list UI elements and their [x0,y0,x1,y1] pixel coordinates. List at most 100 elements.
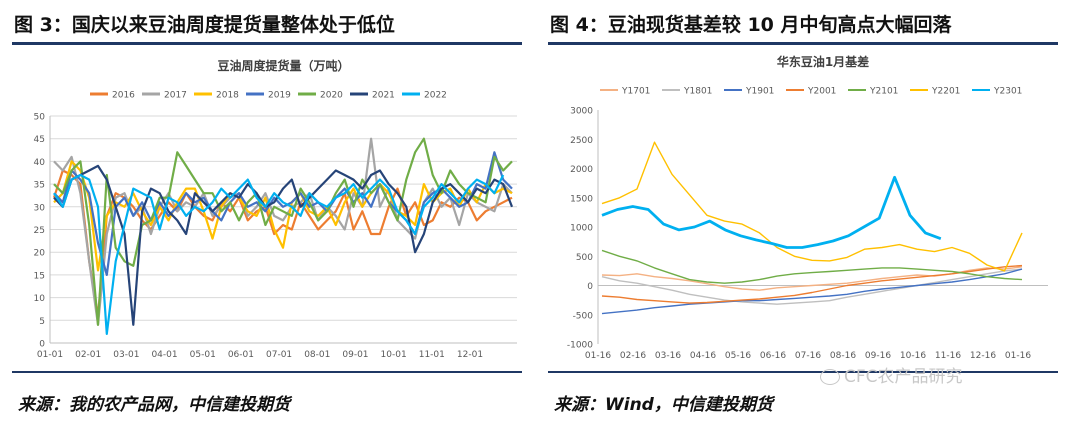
y-tick-label: 1000 [570,224,593,234]
series-line-2022 [53,173,505,335]
series-line-y1901 [601,268,1023,315]
legend-label: Y2001 [807,87,836,97]
legend-label: 2017 [164,91,187,101]
legend-label: 2022 [424,91,447,101]
legend-item-2018: 2018 [194,91,239,101]
left-source-note: 来源：我的农产品网，中信建投期货 [18,395,290,415]
left-figure: 图 3：国庆以来豆油周度提货量整体处于低位 豆油周度提货量（万吨） 2016 201… [12,0,532,424]
watermark-text: CFC农产品研究 [844,367,963,387]
legend-item-2022: 2022 [402,91,447,101]
legend-item-y1701: Y1701 [600,87,650,97]
y-tick-label: 5 [39,317,45,327]
x-tick-label: 06-16 [760,351,786,361]
legend-label: Y2201 [931,87,960,97]
series-line-y2301 [601,175,942,249]
right-title-rule [548,42,1058,45]
x-tick-label: 11-01 [419,350,445,360]
legend-label: 2020 [320,91,343,101]
legend-label: 2016 [112,91,135,101]
legend-label: Y2301 [993,87,1022,97]
y-tick-label: 3000 [570,107,593,117]
right-chart-container: 华东豆油1月基差 Y1701 Y1801 Y1901 Y2001 Y2101 Y2201 Y2… [548,48,1058,368]
series-line-y2101 [601,249,1023,284]
y-tick-label: 2500 [570,136,593,146]
chart-title: 豆油周度提货量（万吨） [217,58,349,73]
y-tick-label: -1000 [567,341,593,351]
legend-item-2017: 2017 [142,91,187,101]
x-tick-label: 12-01 [457,350,483,360]
legend-label: Y1701 [621,87,650,97]
left-chart-container: 豆油周度提货量（万吨） 2016 2017 2018 2019 2020 2021 2022 0… [12,48,522,368]
watermark: CFC农产品研究 [820,362,963,387]
x-tick-label: 07-01 [266,350,292,360]
legend-item-y2101: Y2101 [848,87,898,97]
right-source-note: 来源：Wind，中信建投期货 [554,395,773,415]
y-tick-label: 40 [34,158,46,168]
x-tick-label: 01-16 [1005,351,1031,361]
legend-item-2020: 2020 [298,91,343,101]
y-tick-label: 1500 [570,194,593,204]
legend-label: 2018 [216,91,239,101]
legend-label: 2021 [372,91,395,101]
x-tick-label: 12-16 [970,351,996,361]
pickup-volume-chart: 豆油周度提货量（万吨） 2016 2017 2018 2019 2020 2021 2022 0… [34,58,517,360]
x-tick-label: 08-16 [830,351,856,361]
right-bottom-rule [548,371,1058,373]
y-tick-label: 10 [34,294,46,304]
y-tick-label: 0 [39,340,45,350]
y-tick-label: 15 [34,271,45,281]
series-line-2020 [53,137,513,326]
left-title-rule [12,42,522,45]
x-tick-label: 11-16 [935,351,961,361]
legend-label: Y2101 [869,87,898,97]
x-tick-label: 09-01 [342,350,368,360]
legend-label: Y1901 [745,87,774,97]
y-tick-label: 35 [34,181,45,191]
x-tick-label: 10-16 [900,351,926,361]
series-line-y2201 [601,141,1023,272]
x-tick-label: 09-16 [865,351,891,361]
legend-item-2021: 2021 [350,91,395,101]
legend-label: Y1801 [683,87,712,97]
series-line-2018 [53,160,513,272]
y-tick-label: 20 [34,249,46,259]
legend-label: 2019 [268,91,291,101]
x-tick-label: 02-16 [620,351,646,361]
right-figure: 图 4：豆油现货基差较 10 月中旬高点大幅回落 华东豆油1月基差 Y1701 Y1… [548,0,1068,424]
left-bottom-rule [12,371,522,373]
y-tick-label: 30 [34,203,46,213]
legend-item-y2301: Y2301 [972,87,1022,97]
y-tick-label: 0 [587,282,593,292]
chart-title: 华东豆油1月基差 [777,54,869,69]
x-tick-label: 01-16 [585,351,611,361]
x-tick-label: 03-01 [113,350,139,360]
x-tick-label: 01-01 [37,350,63,360]
y-tick-label: 25 [34,226,45,236]
legend-item-y2201: Y2201 [910,87,960,97]
x-tick-label: 04-01 [151,350,177,360]
series-line-y2001 [601,264,1023,304]
y-tick-label: 500 [576,253,593,263]
y-tick-label: 2000 [570,165,593,175]
legend-item-2016: 2016 [90,91,135,101]
legend-item-y1801: Y1801 [662,87,712,97]
legend-item-y1901: Y1901 [724,87,774,97]
x-tick-label: 03-16 [655,351,681,361]
x-tick-label: 02-01 [75,350,101,360]
x-tick-label: 05-16 [725,351,751,361]
wechat-icon [820,369,840,385]
right-figure-title: 图 4：豆油现货基差较 10 月中旬高点大幅回落 [550,14,952,36]
basis-chart: 华东豆油1月基差 Y1701 Y1801 Y1901 Y2001 Y2101 Y2201 Y2… [567,54,1048,361]
y-tick-label: -500 [573,311,594,321]
legend-item-2019: 2019 [246,91,291,101]
series-line-y1801 [601,268,1023,305]
x-tick-label: 07-16 [795,351,821,361]
y-tick-label: 45 [34,135,45,145]
left-figure-title: 图 3：国庆以来豆油周度提货量整体处于低位 [14,14,395,36]
x-tick-label: 10-01 [381,350,407,360]
x-tick-label: 04-16 [690,351,716,361]
x-tick-label: 08-01 [304,350,330,360]
legend-item-y2001: Y2001 [786,87,836,97]
y-tick-label: 50 [34,113,46,123]
x-tick-label: 05-01 [190,350,216,360]
